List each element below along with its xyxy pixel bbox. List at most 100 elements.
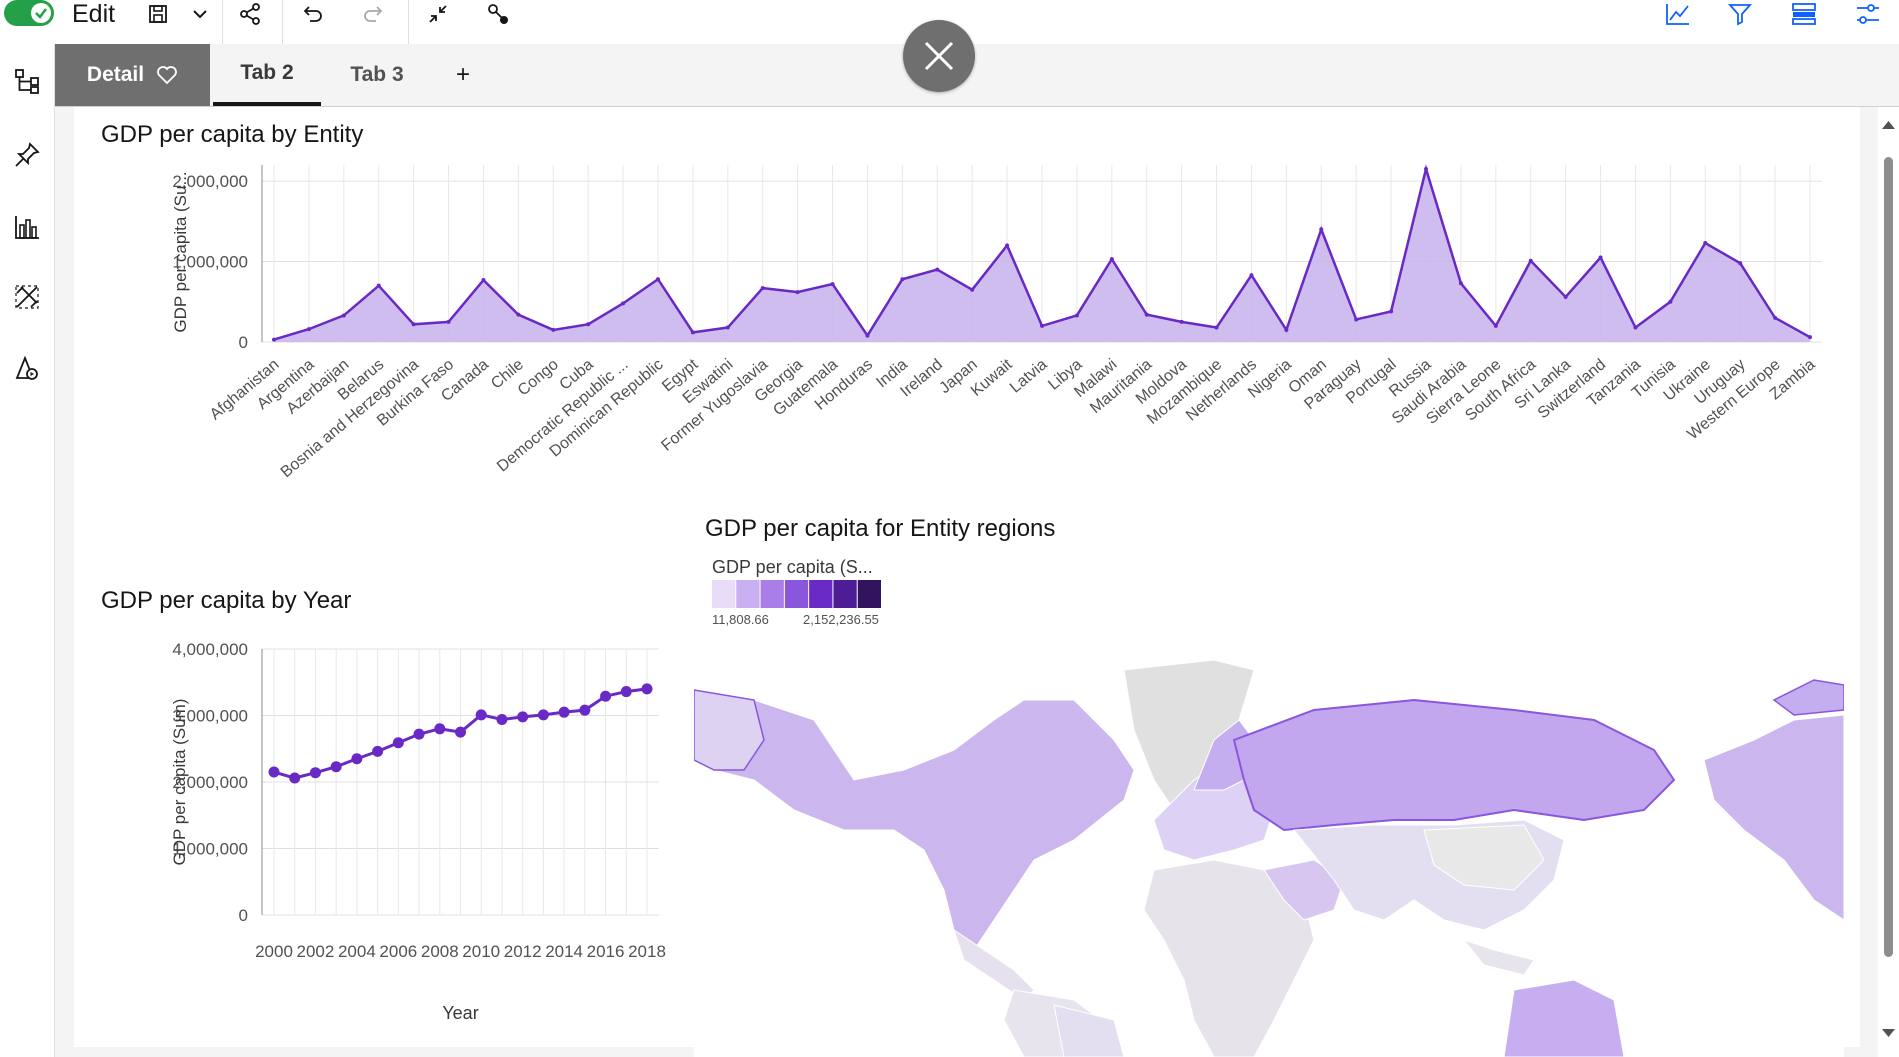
data-point[interactable]	[865, 333, 870, 338]
tab-detail[interactable]: Detail	[55, 44, 210, 106]
data-point[interactable]	[600, 690, 612, 702]
data-point[interactable]	[411, 322, 416, 327]
data-point[interactable]	[795, 290, 800, 295]
data-point[interactable]	[306, 327, 311, 332]
data-point[interactable]	[1319, 227, 1324, 232]
data-point[interactable]	[725, 325, 730, 330]
data-point[interactable]	[330, 761, 342, 773]
data-point[interactable]	[1179, 319, 1184, 324]
filter-icon[interactable]	[1722, 0, 1758, 28]
tab-3[interactable]: Tab 3	[323, 44, 431, 106]
edit-toggle[interactable]	[4, 0, 54, 26]
data-point[interactable]	[1284, 327, 1289, 332]
data-point[interactable]	[272, 337, 276, 342]
layout-icon[interactable]	[1786, 0, 1822, 28]
data-point[interactable]	[376, 283, 381, 288]
map-region-australia[interactable]	[1503, 979, 1625, 1057]
data-point[interactable]	[1808, 335, 1812, 340]
redo-icon[interactable]	[355, 0, 391, 28]
bar-chart-icon[interactable]	[0, 207, 54, 247]
data-point[interactable]	[579, 704, 591, 716]
data-point[interactable]	[392, 737, 404, 749]
scrollbar-thumb[interactable]	[1884, 157, 1893, 957]
data-point[interactable]	[935, 267, 940, 272]
data-point[interactable]	[1354, 317, 1359, 322]
map-region-brazil[interactable]	[1053, 1004, 1125, 1057]
data-point[interactable]	[455, 726, 466, 738]
data-point[interactable]	[516, 312, 521, 317]
vertical-scrollbar[interactable]	[1878, 107, 1899, 1057]
pin-icon[interactable]	[0, 135, 54, 175]
data-point[interactable]	[900, 277, 905, 282]
map-region-alaska[interactable]	[694, 689, 765, 771]
data-point[interactable]	[1598, 255, 1603, 260]
data-point[interactable]	[289, 772, 301, 784]
data-point[interactable]	[1738, 261, 1743, 266]
data-point[interactable]	[1668, 299, 1673, 304]
data-point[interactable]	[970, 287, 975, 292]
map-region-north-america[interactable]	[694, 689, 1135, 951]
data-point[interactable]	[537, 709, 549, 721]
map-region-southeast-asia[interactable]	[1462, 938, 1535, 976]
heart-icon[interactable]	[156, 65, 178, 85]
data-point[interactable]	[620, 686, 632, 698]
data-tools-icon[interactable]	[0, 277, 54, 317]
data-point[interactable]	[1214, 325, 1219, 330]
data-point[interactable]	[1040, 323, 1044, 328]
close-button[interactable]	[903, 20, 975, 92]
data-point[interactable]	[475, 709, 487, 721]
data-point[interactable]	[434, 723, 446, 735]
scroll-up-icon[interactable]	[1878, 117, 1899, 133]
data-point[interactable]	[481, 278, 486, 283]
map-region-north-america-wrap[interactable]	[1703, 714, 1844, 921]
data-point[interactable]	[1109, 257, 1114, 262]
key-icon[interactable]	[480, 0, 516, 28]
tab-2[interactable]: Tab 2	[213, 44, 321, 106]
gdp-by-year-chart[interactable]: 0 1,000,000 2,000,000 3,000,000 4,000,000 200…	[74, 632, 684, 1047]
data-point[interactable]	[621, 301, 626, 306]
data-point[interactable]	[1528, 258, 1533, 263]
data-point[interactable]	[1005, 243, 1010, 248]
data-point[interactable]	[351, 753, 363, 765]
data-point[interactable]	[1249, 273, 1254, 278]
chevron-down-icon[interactable]	[182, 0, 218, 28]
data-point[interactable]	[517, 711, 529, 723]
settings-sliders-icon[interactable]	[1850, 0, 1886, 28]
data-point[interactable]	[1633, 325, 1638, 330]
data-point[interactable]	[830, 282, 835, 287]
world-map[interactable]	[694, 660, 1844, 1057]
share-icon[interactable]	[232, 0, 268, 28]
data-point[interactable]	[1703, 241, 1708, 246]
data-point[interactable]	[1144, 312, 1149, 317]
data-point[interactable]	[309, 767, 321, 779]
save-icon[interactable]	[140, 0, 176, 28]
add-tab-button[interactable]: +	[433, 44, 493, 106]
undo-icon[interactable]	[295, 0, 331, 28]
map-region-russia[interactable]	[1232, 698, 1676, 832]
data-point[interactable]	[1773, 315, 1778, 320]
data-point[interactable]	[496, 713, 508, 725]
gdp-by-entity-chart[interactable]: 01,000,0002,000,000AfghanistanArgentinaA…	[74, 147, 1854, 627]
line-chart-icon[interactable]	[1660, 0, 1696, 28]
map-region-middle-east[interactable]	[1263, 859, 1345, 921]
data-point[interactable]	[1389, 309, 1394, 314]
data-point[interactable]	[641, 683, 653, 695]
data-point[interactable]	[1074, 313, 1079, 318]
data-point[interactable]	[1563, 294, 1568, 299]
data-point[interactable]	[551, 327, 556, 332]
collapse-icon[interactable]	[420, 0, 456, 28]
data-point[interactable]	[690, 330, 695, 335]
scroll-down-icon[interactable]	[1878, 1025, 1899, 1041]
data-point[interactable]	[372, 745, 384, 757]
data-point[interactable]	[1458, 281, 1463, 286]
assistant-icon[interactable]	[0, 348, 54, 388]
data-point[interactable]	[1493, 323, 1498, 328]
hierarchy-icon[interactable]	[0, 61, 54, 101]
map-region-canadian-arctic-wrap[interactable]	[1772, 679, 1844, 716]
data-point[interactable]	[268, 766, 280, 778]
data-point[interactable]	[586, 322, 591, 327]
data-point[interactable]	[1424, 167, 1428, 172]
data-point[interactable]	[341, 313, 346, 318]
data-point[interactable]	[760, 286, 765, 291]
map-region-china[interactable]	[1423, 824, 1545, 891]
